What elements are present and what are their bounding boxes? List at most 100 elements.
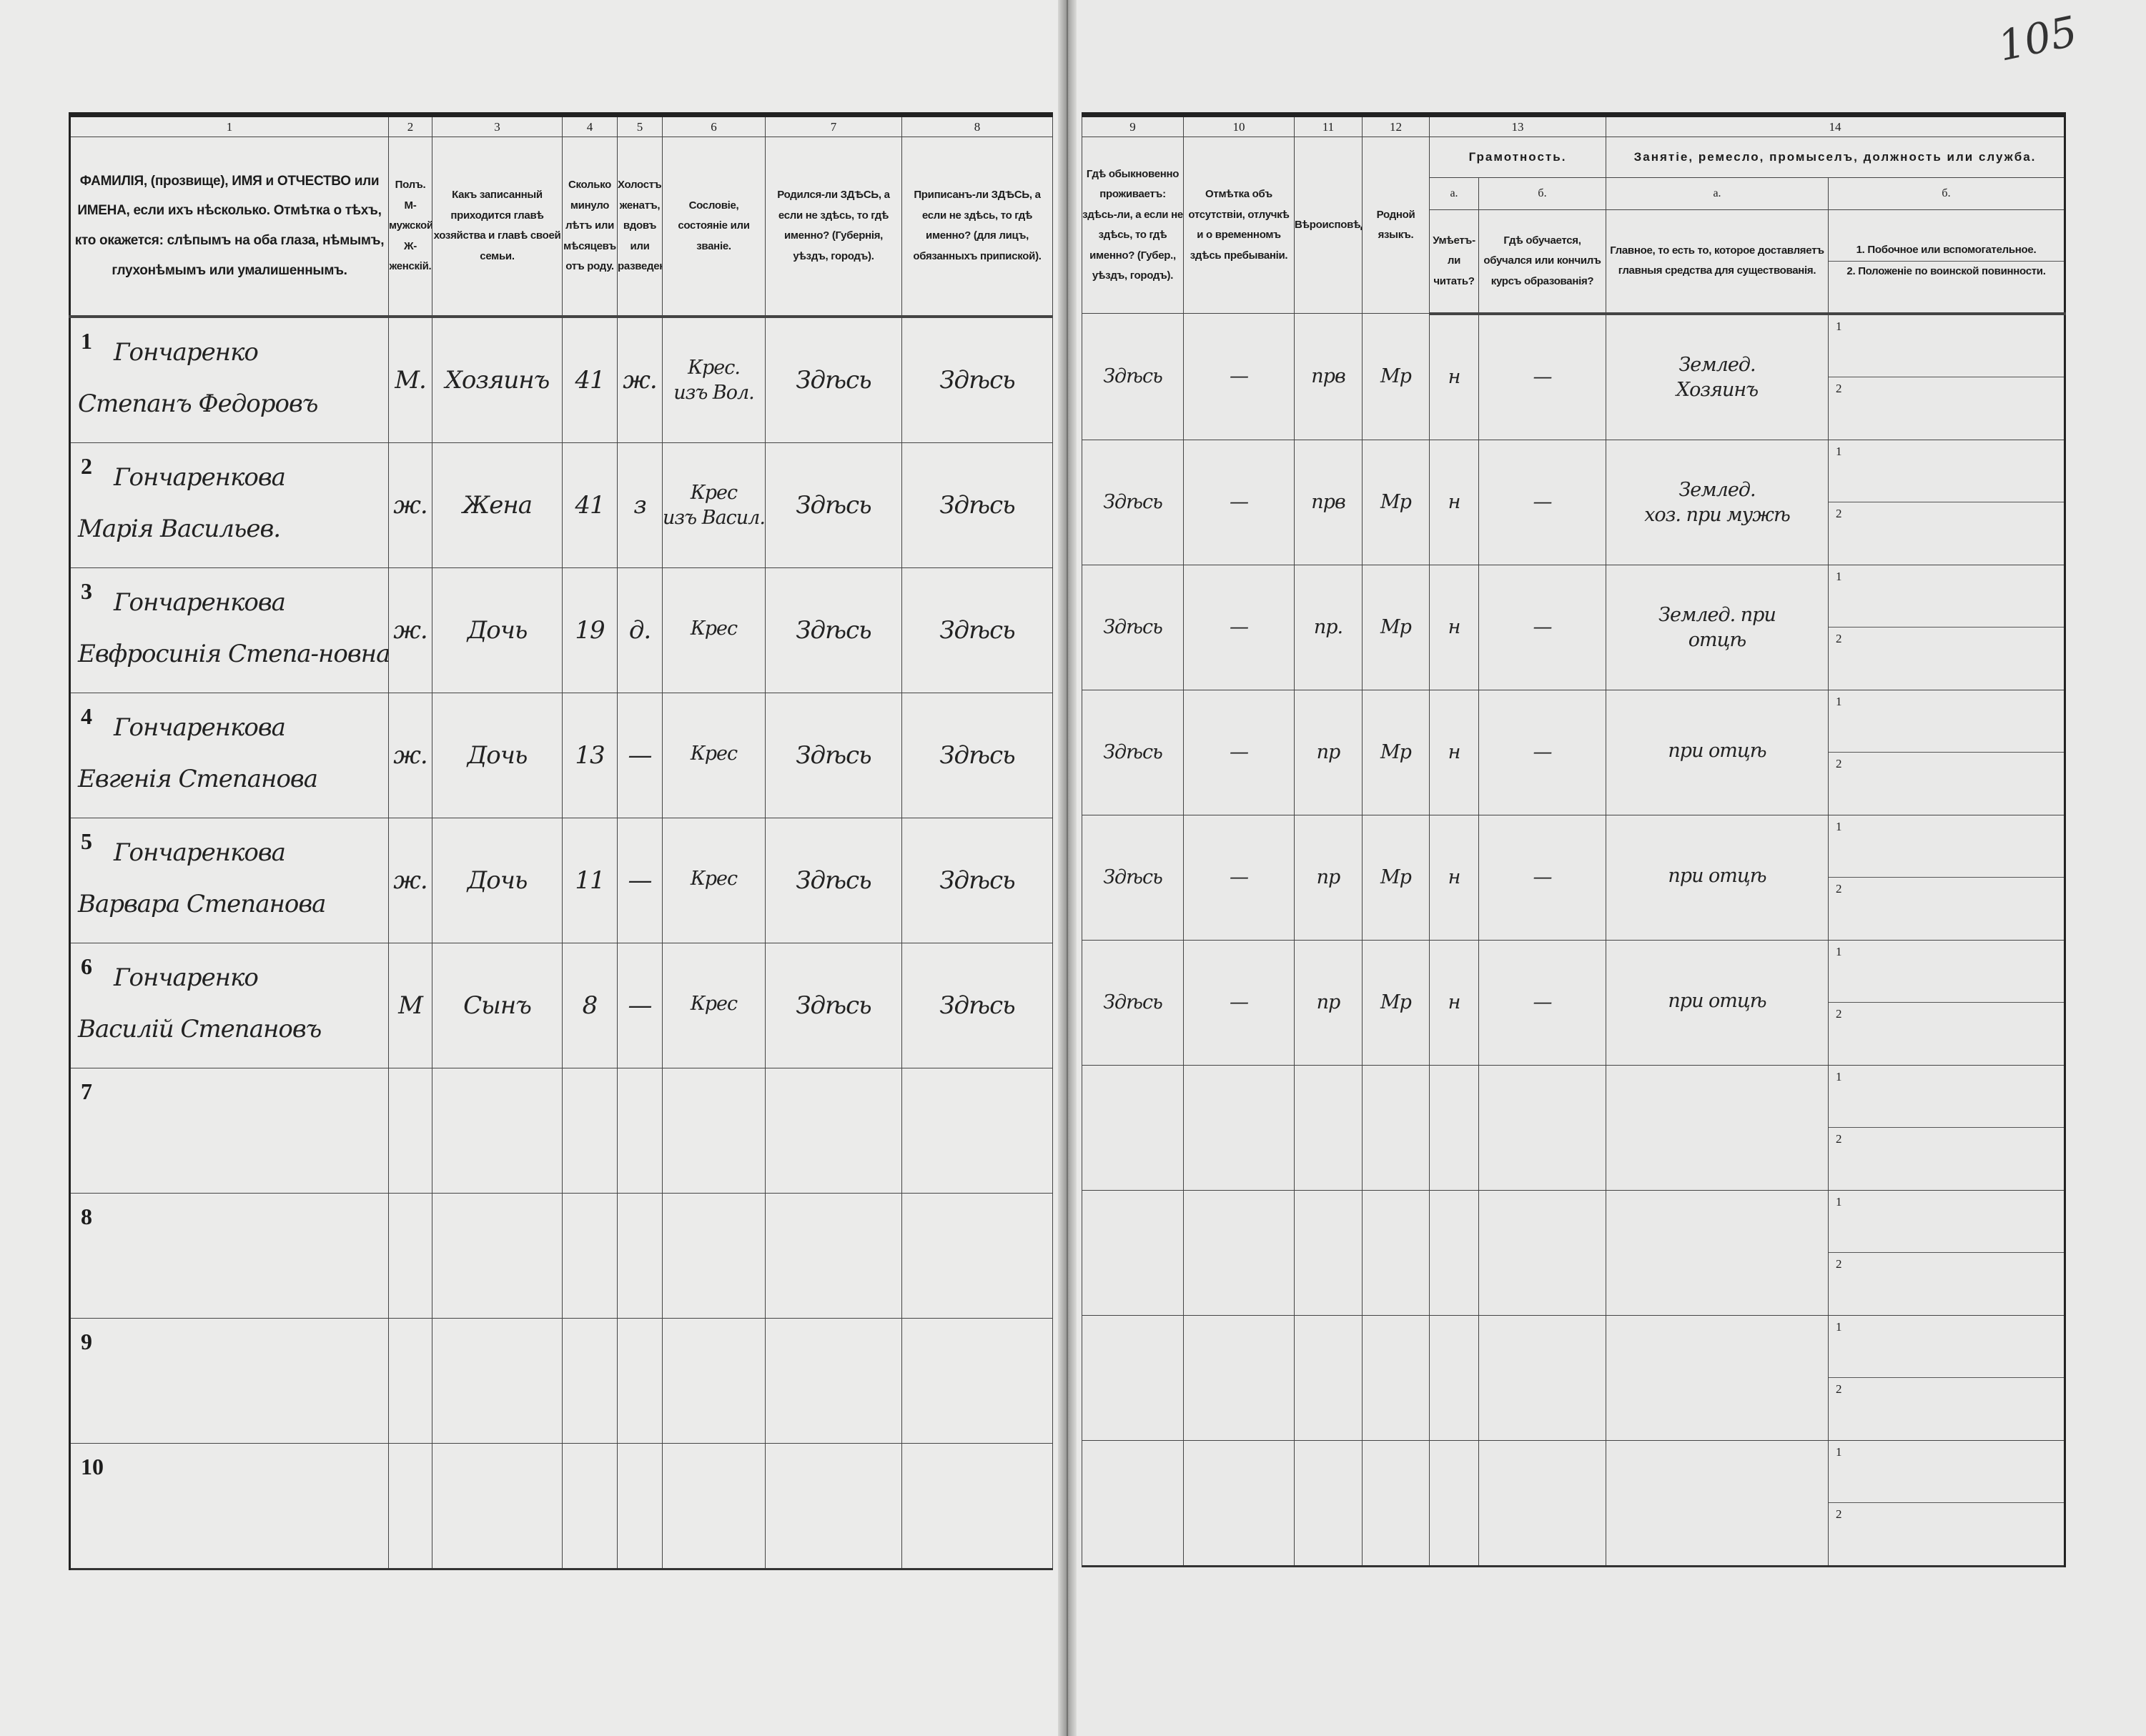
cell-marital[interactable]: [617, 1067, 663, 1194]
cell-relation[interactable]: Хозяинъ: [432, 316, 563, 443]
name-cell[interactable]: 9: [69, 1317, 389, 1444]
cell-estate[interactable]: Крес изъ Васил.: [662, 442, 766, 568]
cell-born[interactable]: [765, 1317, 902, 1444]
cell-age[interactable]: 41: [562, 316, 618, 443]
cell-education[interactable]: —: [1478, 814, 1606, 941]
cell-religion[interactable]: [1294, 1064, 1363, 1191]
cell-age[interactable]: 8: [562, 942, 618, 1068]
cell-religion[interactable]: [1294, 1439, 1363, 1567]
cell-education[interactable]: —: [1478, 939, 1606, 1066]
cell-sex[interactable]: [388, 1317, 432, 1444]
cell-absence[interactable]: —: [1183, 939, 1295, 1066]
cell-relation[interactable]: [432, 1317, 563, 1444]
cell-age[interactable]: [562, 1442, 618, 1569]
cell-religion[interactable]: пр: [1294, 939, 1363, 1066]
cell-born[interactable]: Здѣсь: [765, 692, 902, 818]
name-cell[interactable]: 10: [69, 1442, 389, 1569]
cell-language[interactable]: Мр: [1362, 313, 1430, 440]
cell-estate[interactable]: Крес: [662, 567, 766, 693]
name-cell[interactable]: 3 Гончаренкова Евфросинія Степа-новна: [69, 567, 389, 693]
cell-resides[interactable]: Здѣсь: [1082, 814, 1184, 941]
cell-relation[interactable]: [432, 1192, 563, 1319]
cell-marital[interactable]: —: [617, 692, 663, 818]
cell-sex[interactable]: М.: [388, 316, 432, 443]
cell-literate[interactable]: н: [1429, 439, 1479, 565]
cell-born[interactable]: [765, 1442, 902, 1569]
cell-sex[interactable]: ж.: [388, 817, 432, 943]
name-cell[interactable]: 1 Гончаренко Степанъ Федоровъ: [69, 316, 389, 443]
cell-education[interactable]: —: [1478, 689, 1606, 815]
cell-language[interactable]: Мр: [1362, 564, 1430, 690]
cell-language[interactable]: Мр: [1362, 689, 1430, 815]
name-cell[interactable]: 2 Гончаренкова Марія Васильев.: [69, 442, 389, 568]
cell-registered-place[interactable]: [901, 1317, 1053, 1444]
cell-literate[interactable]: [1429, 1064, 1479, 1191]
cell-estate[interactable]: Крес: [662, 942, 766, 1068]
cell-estate[interactable]: [662, 1442, 766, 1569]
cell-born[interactable]: [765, 1192, 902, 1319]
cell-registered-place[interactable]: Здѣсь: [901, 567, 1053, 693]
cell-main-occupation[interactable]: при отцѣ: [1606, 939, 1829, 1066]
cell-born[interactable]: Здѣсь: [765, 442, 902, 568]
cell-relation[interactable]: Дочь: [432, 692, 563, 818]
cell-marital[interactable]: [617, 1442, 663, 1569]
cell-estate[interactable]: [662, 1317, 766, 1444]
cell-relation[interactable]: [432, 1442, 563, 1569]
cell-registered-place[interactable]: [901, 1067, 1053, 1194]
cell-language[interactable]: [1362, 1314, 1430, 1441]
cell-age[interactable]: 11: [562, 817, 618, 943]
cell-marital[interactable]: —: [617, 942, 663, 1068]
cell-religion[interactable]: пр: [1294, 689, 1363, 815]
cell-main-occupation[interactable]: Землед. при отцѣ: [1606, 564, 1829, 690]
cell-education[interactable]: [1478, 1439, 1606, 1567]
cell-age[interactable]: [562, 1192, 618, 1319]
cell-estate[interactable]: Крес. изъ Вол.: [662, 316, 766, 443]
cell-resides[interactable]: [1082, 1314, 1184, 1441]
cell-main-occupation[interactable]: Землед. хоз. при мужѣ: [1606, 439, 1829, 565]
cell-sex[interactable]: ж.: [388, 567, 432, 693]
cell-absence[interactable]: —: [1183, 814, 1295, 941]
name-cell[interactable]: 5 Гончаренкова Варвара Степанова: [69, 817, 389, 943]
cell-sex[interactable]: [388, 1442, 432, 1569]
cell-main-occupation[interactable]: [1606, 1314, 1829, 1441]
cell-born[interactable]: Здѣсь: [765, 817, 902, 943]
cell-education[interactable]: [1478, 1314, 1606, 1441]
name-cell[interactable]: 8: [69, 1192, 389, 1319]
cell-relation[interactable]: Дочь: [432, 567, 563, 693]
cell-absence[interactable]: [1183, 1314, 1295, 1441]
cell-literate[interactable]: н: [1429, 564, 1479, 690]
cell-education[interactable]: —: [1478, 564, 1606, 690]
cell-registered-place[interactable]: [901, 1192, 1053, 1319]
cell-age[interactable]: 41: [562, 442, 618, 568]
cell-literate[interactable]: н: [1429, 814, 1479, 941]
cell-age[interactable]: 19: [562, 567, 618, 693]
cell-resides[interactable]: [1082, 1064, 1184, 1191]
cell-religion[interactable]: [1294, 1314, 1363, 1441]
cell-marital[interactable]: [617, 1192, 663, 1319]
cell-language[interactable]: Мр: [1362, 939, 1430, 1066]
cell-sex[interactable]: М: [388, 942, 432, 1068]
cell-relation[interactable]: Жена: [432, 442, 563, 568]
cell-resides[interactable]: [1082, 1189, 1184, 1316]
cell-religion[interactable]: пр: [1294, 814, 1363, 941]
cell-born[interactable]: Здѣсь: [765, 942, 902, 1068]
cell-relation[interactable]: Дочь: [432, 817, 563, 943]
cell-main-occupation[interactable]: Землед. Хозяинъ: [1606, 313, 1829, 440]
cell-sex[interactable]: [388, 1192, 432, 1319]
cell-main-occupation[interactable]: при отцѣ: [1606, 689, 1829, 815]
cell-main-occupation[interactable]: [1606, 1189, 1829, 1316]
cell-age[interactable]: 13: [562, 692, 618, 818]
cell-resides[interactable]: Здѣсь: [1082, 564, 1184, 690]
cell-language[interactable]: [1362, 1189, 1430, 1316]
cell-absence[interactable]: [1183, 1439, 1295, 1567]
cell-sex[interactable]: ж.: [388, 692, 432, 818]
cell-registered-place[interactable]: Здѣсь: [901, 817, 1053, 943]
